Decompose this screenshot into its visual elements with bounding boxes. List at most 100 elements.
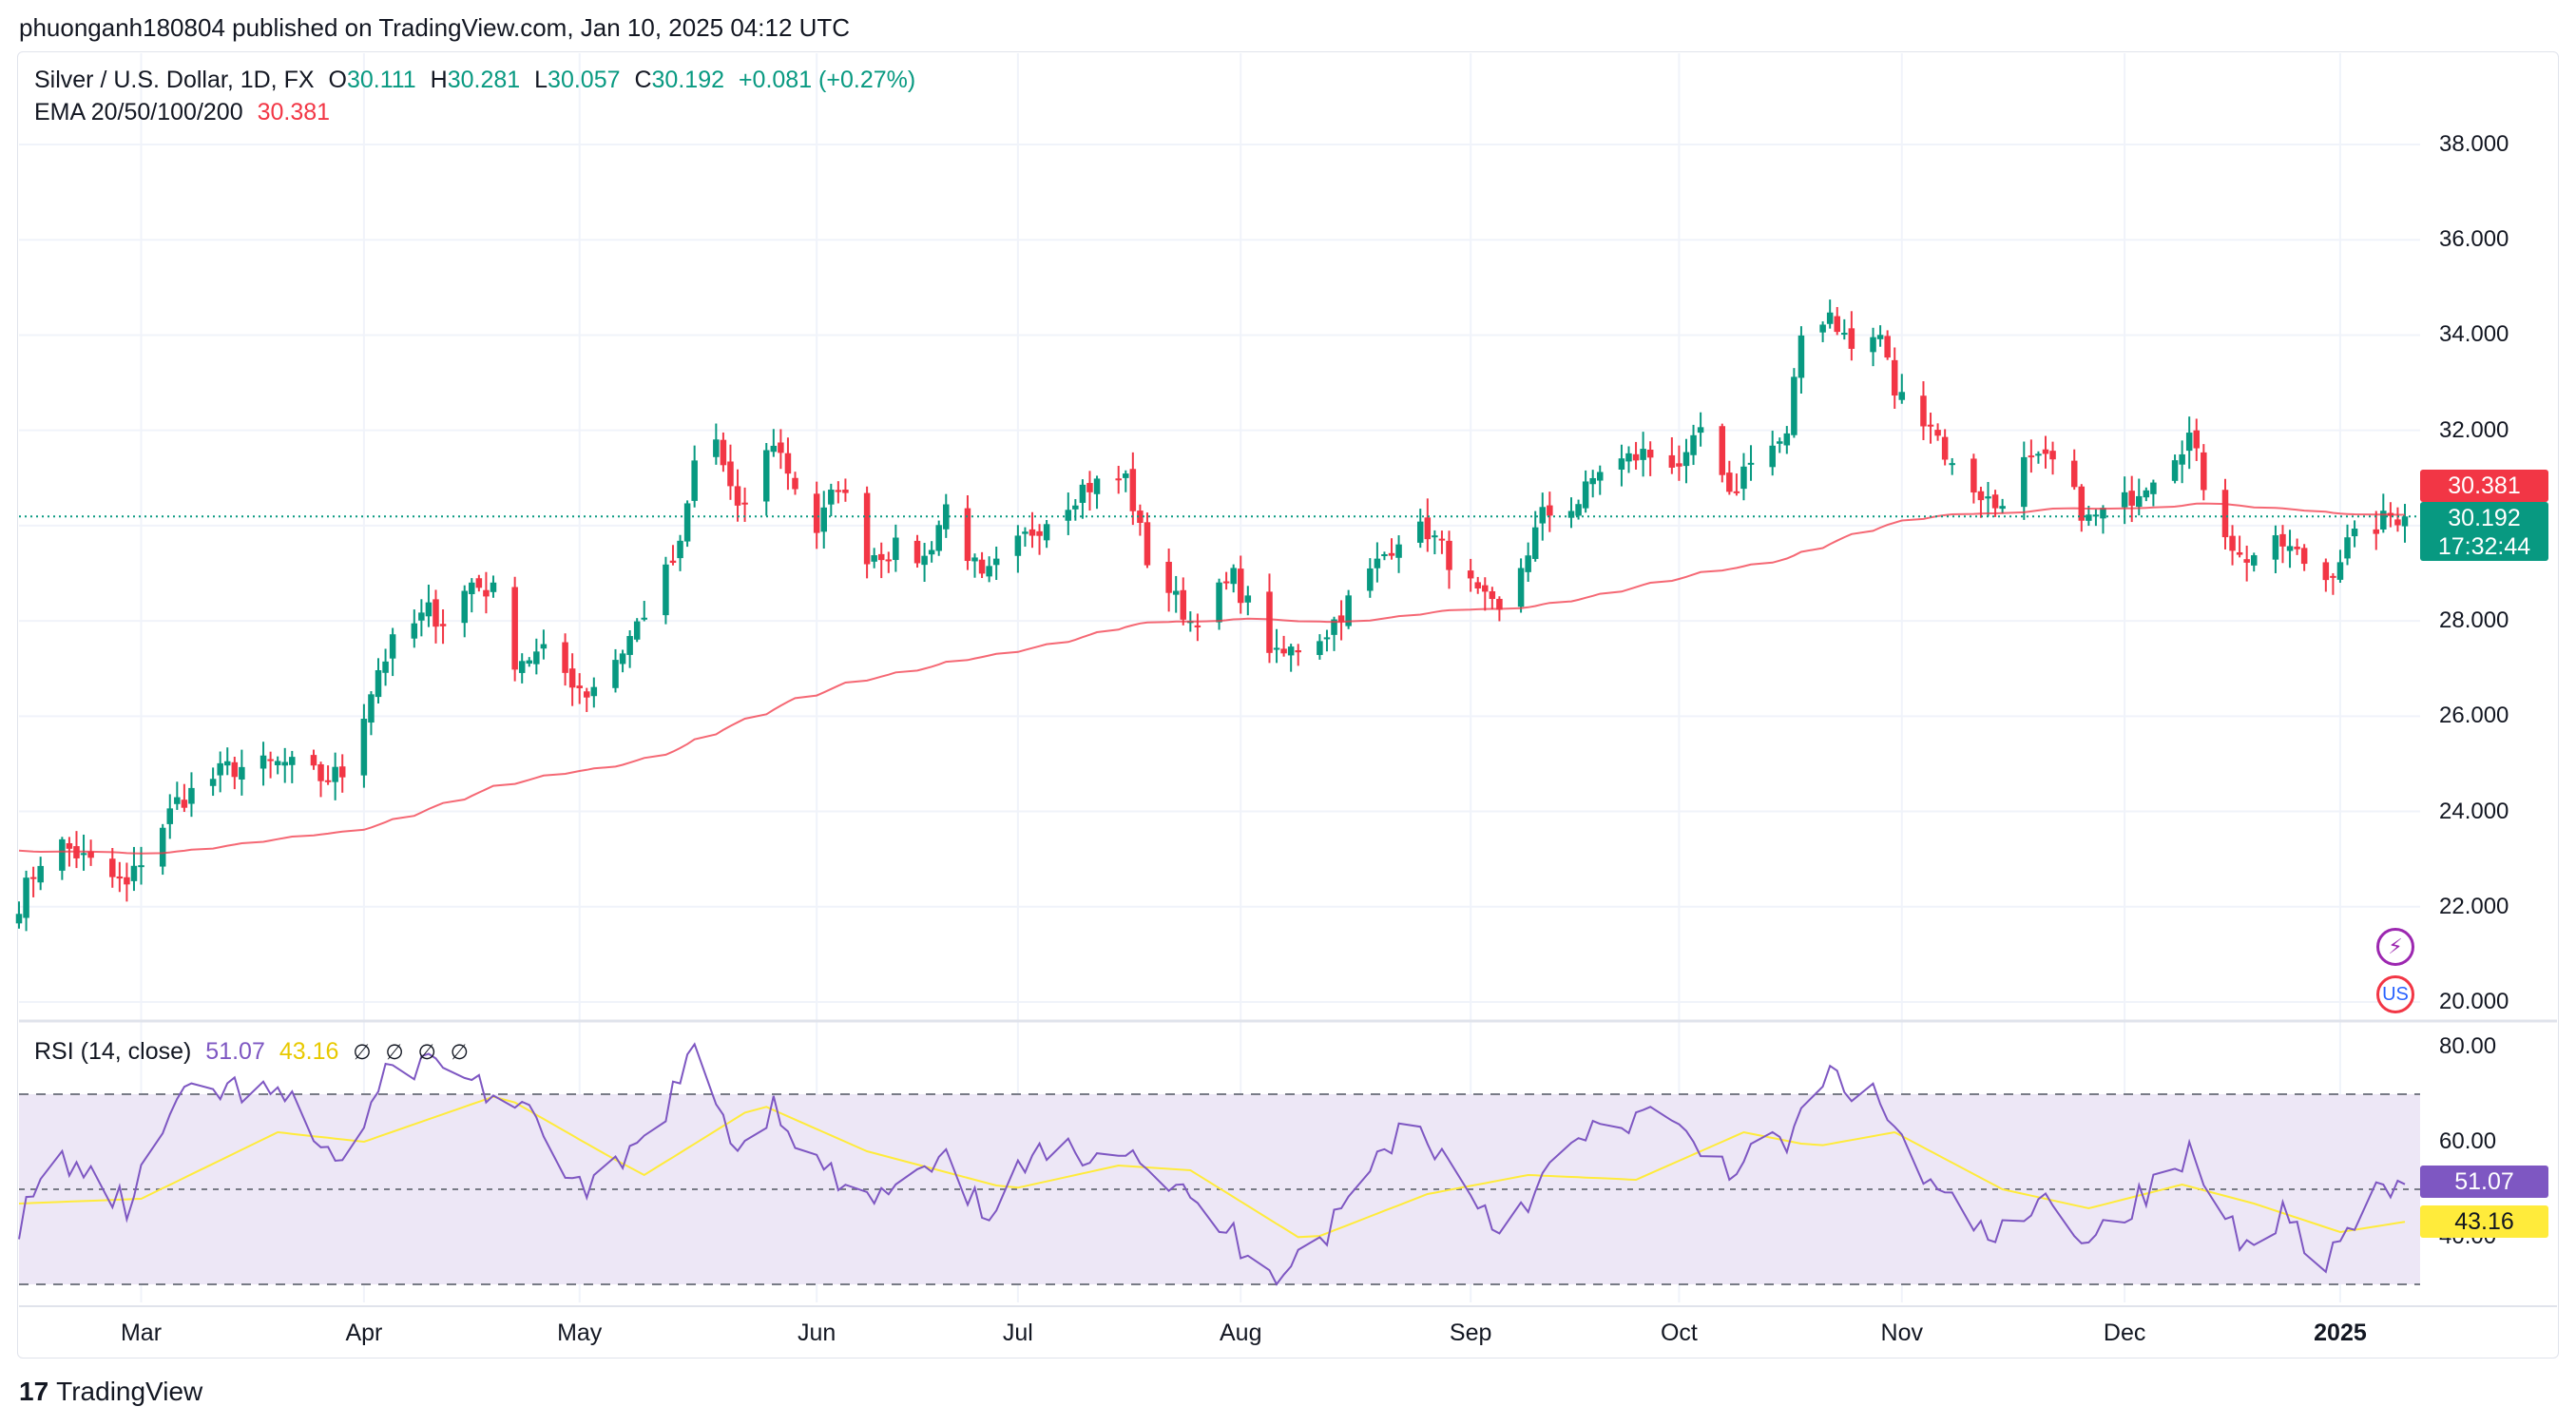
time-tick-label: Nov [1880,1320,1924,1346]
time-tick-label: Mar [120,1320,163,1346]
candle-body [734,486,741,506]
hidden-plot-icon[interactable]: ∅ [417,1040,436,1064]
candle-body [2330,575,2336,578]
hidden-plot-icon[interactable]: ∅ [450,1040,469,1064]
candle-body [281,761,288,766]
candle-body [2150,482,2157,494]
bolt-icon[interactable]: ⚡ [2376,928,2414,966]
candle-body [59,838,66,871]
candle-body [683,503,691,542]
candle-body [612,660,619,688]
candle-body [80,853,87,856]
candle-body [1093,478,1101,494]
candle-body [1920,395,1927,427]
ohlc-change: +0.081 (+0.27%) [738,67,916,93]
hidden-plot-icon[interactable]: ∅ [353,1040,372,1064]
candle-body [1331,619,1337,635]
candle-body [2351,529,2358,537]
candle-body [1216,582,1222,623]
candle-body [418,612,425,621]
candle-body [66,842,73,849]
candle-body [1388,552,1395,556]
ohlc-open: O30.111 [328,67,416,93]
candle-body [2128,491,2135,506]
candle-body [1898,392,1906,400]
candle-body [978,559,986,574]
candle-body [1819,324,1826,333]
ema-legend: EMA 20/50/100/200 30.381 [34,99,337,126]
symbol-title[interactable]: Silver / U.S. Dollar, 1D, FX [34,67,315,93]
candle-body [1144,522,1151,566]
tradingview-logo[interactable]: 17 TradingView [19,1377,202,1407]
candle-body [1230,568,1237,585]
candle-body [29,877,37,879]
candle-body [1115,478,1122,481]
candle-body [360,719,368,776]
rsi-tick-label: 80.00 [2439,1033,2497,1059]
candle-body [174,797,181,804]
candle-body [324,780,332,782]
price-tick-label: 34.000 [2439,321,2509,348]
ema-label[interactable]: EMA 20/50/100/200 [34,99,243,125]
candle-body [1072,505,1079,510]
price-tick-label: 22.000 [2439,893,2509,919]
candle-body [116,876,124,879]
candle-body [1367,568,1374,591]
candle-body [1129,469,1137,511]
candle-body [784,453,792,474]
candle-body [1482,585,1489,592]
candle-body [813,493,820,533]
candle-body [1416,521,1424,543]
candle-body [433,599,439,627]
candle-body [1826,312,1834,324]
candle-body [317,763,324,781]
candle-body [209,779,217,786]
candle-body [1991,494,1999,509]
candle-body [2136,495,2143,508]
candle-body [159,827,166,867]
candle-body [2229,535,2236,551]
candle-body [1697,427,1704,434]
candle-body [526,660,533,665]
candle-body [1547,505,1553,516]
candle-body [1575,504,1582,516]
candle-body [1237,568,1244,604]
candle-body [2344,537,2351,559]
candle-body [483,589,490,597]
candle-body [1690,434,1697,455]
candle-body [893,537,899,561]
candle-body [1028,529,1036,536]
us-flag-icon[interactable]: US [2376,975,2414,1013]
candle-body [231,761,239,778]
candle-body [2070,460,2078,488]
candle-body [1618,458,1625,470]
candle-body [1682,452,1690,467]
candle-body [568,668,576,688]
rsi-label[interactable]: RSI (14, close) [34,1038,192,1065]
candle-body [1783,433,1791,446]
candle-body [2042,449,2049,454]
price-tick-label: 26.000 [2439,703,2509,729]
candle-body [2300,548,2308,565]
last-price: 30.192 [2448,505,2521,531]
candle-body [1525,555,1531,572]
candle-body [2179,453,2185,465]
candle-body [1295,650,1301,653]
candle-body [935,525,942,551]
candle-body [2272,535,2279,560]
candle-body [267,759,274,761]
candle-body [1194,625,1201,627]
hidden-plot-icon[interactable]: ∅ [385,1040,404,1064]
candle-body [1970,458,1977,493]
candle-body [2049,451,2056,460]
time-tick-label: Jul [1002,1320,1033,1346]
candle-body [1266,591,1273,653]
candle-body [1244,595,1252,603]
candle-body [1668,454,1676,468]
ohlc-close: C30.192 [634,67,724,93]
rsi-ma-badge: 43.16 [2420,1205,2548,1238]
candle-body [2193,430,2201,449]
candle-body [23,877,29,918]
